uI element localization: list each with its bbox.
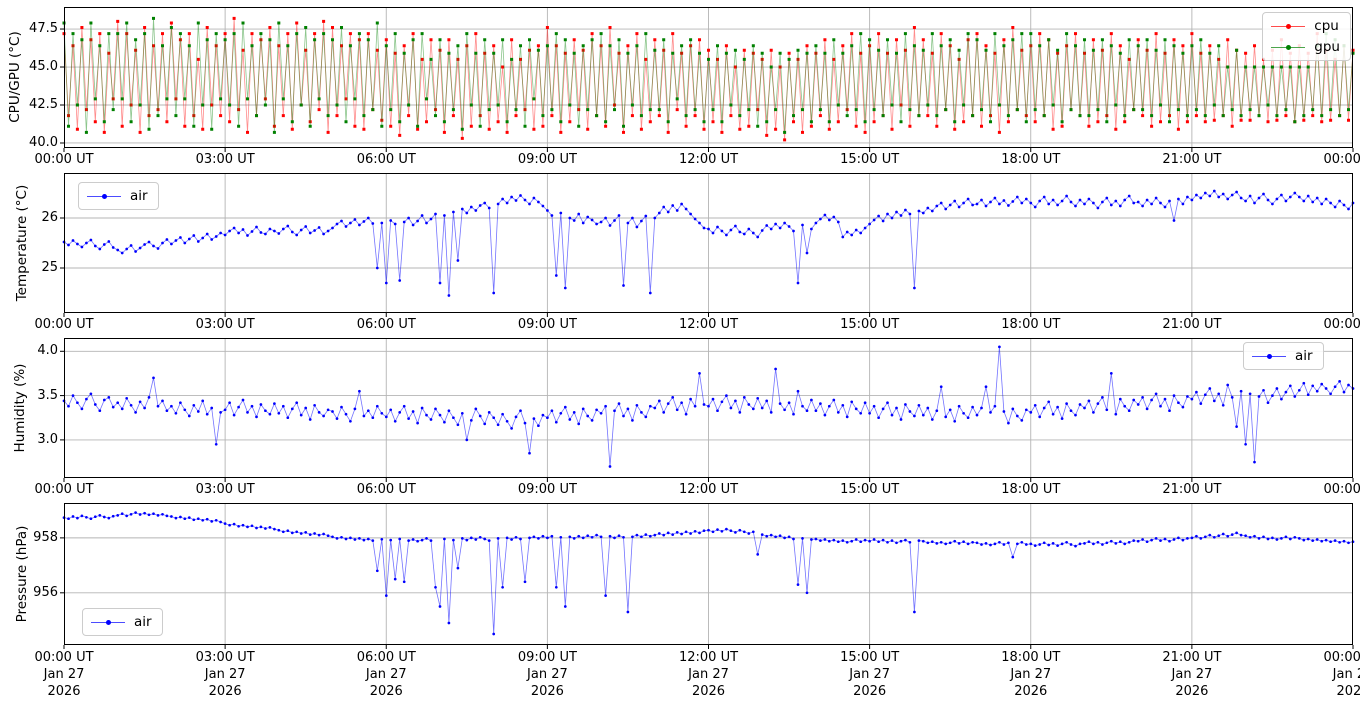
legend-label-air: air (134, 614, 152, 630)
temperature-plot (60, 173, 1355, 317)
legend-label-air: air (1295, 348, 1313, 364)
cpu-line-marker-icon (1271, 21, 1306, 32)
pressure-plot (60, 503, 1355, 649)
x-tick-label: 21:00 UT (1162, 152, 1222, 167)
pressure-legend: air (82, 608, 163, 636)
x-tick-label: 15:00 UT (840, 482, 900, 497)
x-tick-date-label: 21:00 UT Jan 27 2026 (1162, 650, 1222, 699)
temperature-axis-label: Temperature (°C) (14, 184, 30, 302)
x-tick-label: 09:00 UT (517, 317, 577, 332)
x-tick-label: 18:00 UT (1001, 317, 1061, 332)
pressure-y-tick-label: 958 (33, 529, 58, 545)
x-tick-label: 09:00 UT (517, 152, 577, 167)
legend-entry-cpu: cpu (1271, 18, 1340, 34)
x-tick-label: 06:00 UT (356, 152, 416, 167)
x-tick-label: 03:00 UT (195, 482, 255, 497)
x-tick-label: 00:00 UT (1323, 482, 1360, 497)
humidity-y-tick-label: 4.0 (37, 343, 58, 359)
x-tick-date-label: 00:00 UT Jan 27 2026 (34, 650, 94, 699)
cpu_gpu-y-tick-label: 45.0 (29, 59, 58, 75)
legend-entry-air: air (91, 614, 152, 630)
air-line-marker-icon (91, 617, 125, 628)
x-tick-label: 12:00 UT (678, 482, 739, 497)
humidity-legend: air (1243, 342, 1324, 370)
x-tick-date-label: 03:00 UT Jan 27 2026 (195, 650, 255, 699)
x-tick-label: 18:00 UT (1001, 152, 1061, 167)
temperature-y-tick-label: 25 (41, 260, 58, 275)
air-line-marker-icon (87, 191, 121, 202)
air-line-marker-icon (1252, 351, 1286, 362)
x-tick-label: 12:00 UT (678, 317, 739, 332)
cpu_gpu-y-tick-label: 47.5 (29, 21, 58, 37)
pressure-y-tick-label: 956 (33, 584, 58, 600)
x-tick-date-label: 15:00 UT Jan 27 2026 (840, 650, 900, 699)
legend-label-cpu: cpu (1314, 18, 1339, 34)
x-tick-label: 06:00 UT (356, 317, 416, 332)
humidity-y-tick-label: 3.0 (37, 431, 58, 447)
x-tick-date-label: 18:00 UT Jan 27 2026 (1001, 650, 1061, 699)
x-tick-label: 09:00 UT (517, 482, 577, 497)
cpu-gpu-plot (60, 7, 1355, 152)
cpu_gpu-y-tick-label: 42.5 (29, 97, 58, 112)
x-tick-date-label: 09:00 UT Jan 27 2026 (517, 650, 577, 699)
legend-entry-air: air (1252, 348, 1313, 364)
cpu_gpu-y-tick-label: 40.0 (29, 134, 58, 150)
x-tick-label: 00:00 UT (34, 152, 94, 167)
x-tick-label: 21:00 UT (1162, 317, 1222, 332)
temperature-legend: air (78, 182, 159, 210)
cpu-gpu-legend: cpu gpu (1262, 12, 1351, 61)
legend-entry-gpu: gpu (1271, 39, 1340, 55)
x-tick-label: 03:00 UT (195, 152, 255, 167)
legend-label-gpu: gpu (1314, 39, 1340, 55)
x-tick-label: 00:00 UT (1323, 152, 1360, 167)
humidity-y-tick-label: 3.5 (37, 387, 58, 403)
x-tick-label: 00:00 UT (34, 482, 94, 497)
x-tick-label: 00:00 UT (1323, 317, 1360, 332)
x-tick-label: 15:00 UT (840, 317, 900, 332)
x-tick-label: 03:00 UT (195, 317, 255, 332)
x-tick-label: 12:00 UT (678, 152, 739, 167)
x-tick-label: 21:00 UT (1162, 482, 1222, 497)
x-tick-label: 15:00 UT (840, 152, 900, 167)
legend-label-air: air (130, 188, 148, 204)
legend-entry-air: air (87, 188, 148, 204)
x-tick-date-label: 06:00 UT Jan 27 2026 (356, 650, 416, 699)
x-tick-label: 00:00 UT (34, 317, 94, 332)
x-tick-date-label: 12:00 UT Jan 27 2026 (678, 650, 739, 699)
gpu-line-marker-icon (1271, 42, 1306, 53)
x-tick-label: 06:00 UT (356, 482, 416, 497)
x-tick-label: 18:00 UT (1001, 482, 1061, 497)
temperature-y-tick-label: 26 (41, 210, 58, 225)
humidity-plot (60, 338, 1355, 482)
